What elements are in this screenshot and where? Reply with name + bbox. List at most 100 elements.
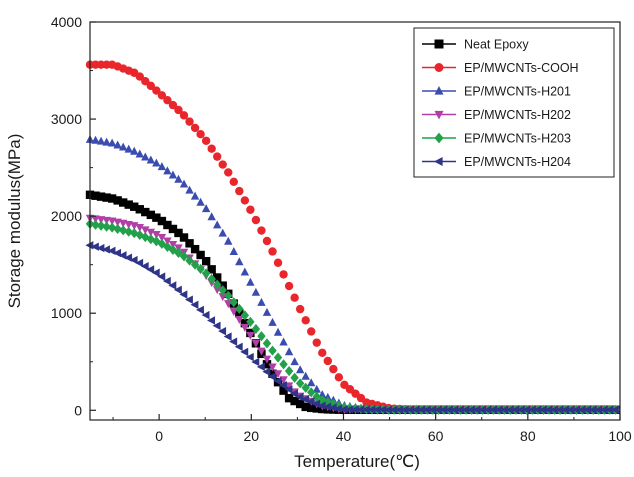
data-point <box>135 258 144 268</box>
data-point <box>262 236 272 246</box>
data-point <box>146 81 156 91</box>
data-point <box>555 405 564 415</box>
data-point <box>213 152 222 161</box>
legend-item: EP/MWCNTs-COOH <box>422 61 579 75</box>
legend-item: EP/MWCNTs-H203 <box>422 132 571 146</box>
data-point <box>356 405 365 414</box>
data-point <box>224 236 233 245</box>
data-point <box>141 226 150 235</box>
legend-marker <box>434 39 444 49</box>
data-point <box>96 136 106 145</box>
data-point <box>179 233 189 242</box>
data-point <box>130 146 139 155</box>
series-5 <box>85 241 619 415</box>
data-point <box>196 130 205 139</box>
legend-marker <box>434 86 444 95</box>
data-point <box>301 402 310 412</box>
data-point <box>135 72 144 81</box>
legend-marker <box>434 110 444 120</box>
data-point <box>378 405 387 414</box>
data-point <box>422 405 431 415</box>
data-point <box>124 200 133 209</box>
data-point <box>406 405 415 415</box>
data-point <box>522 405 531 415</box>
data-point <box>268 247 277 256</box>
data-point <box>577 405 586 415</box>
data-point <box>295 378 305 389</box>
data-point <box>345 405 354 414</box>
data-point <box>141 77 150 86</box>
data-point <box>273 370 283 379</box>
data-point <box>307 327 316 336</box>
data-point <box>240 347 249 357</box>
data-point <box>312 404 321 413</box>
data-point <box>213 279 222 290</box>
data-point <box>207 273 216 285</box>
data-point <box>246 205 255 214</box>
y-axis-label: Storage modulus(MPa) <box>5 134 24 309</box>
data-point <box>190 244 200 254</box>
data-point <box>444 405 453 415</box>
data-point <box>251 339 261 348</box>
data-point <box>527 405 536 415</box>
data-point <box>218 160 227 169</box>
data-point <box>124 144 133 153</box>
data-point <box>146 155 156 164</box>
data-point <box>213 273 222 282</box>
legend-item: EP/MWCNTs-H204 <box>422 155 571 169</box>
data-point <box>284 281 294 291</box>
data-point <box>102 193 111 202</box>
x-tick-label: 60 <box>428 428 444 444</box>
data-point <box>201 256 211 266</box>
data-point <box>235 257 244 266</box>
data-point <box>279 386 288 395</box>
data-point <box>229 297 238 308</box>
data-point <box>284 382 294 391</box>
data-point <box>295 365 305 374</box>
data-point <box>317 401 326 410</box>
legend: Neat Epoxy EP/MWCNTs-COOH EP/MWCNTs-H201 EP… <box>413 27 615 178</box>
data-point <box>107 138 117 147</box>
data-point <box>256 362 265 372</box>
data-point <box>389 405 398 415</box>
data-point <box>257 347 266 356</box>
data-point <box>466 405 475 415</box>
x-tick-label: 0 <box>155 428 163 444</box>
data-point <box>218 285 227 296</box>
data-point <box>118 225 128 236</box>
data-point <box>301 382 310 393</box>
y-tick-label: 1000 <box>51 305 82 321</box>
data-point <box>511 405 520 415</box>
data-point <box>251 323 261 334</box>
data-point <box>318 348 327 358</box>
data-point <box>179 111 189 120</box>
data-point <box>439 405 448 415</box>
data-point <box>179 179 189 188</box>
legend-item: Neat Epoxy <box>422 38 529 52</box>
data-point <box>190 191 200 200</box>
data-point <box>190 123 200 133</box>
data-point <box>572 405 581 415</box>
data-point <box>195 305 204 315</box>
data-point <box>262 338 272 349</box>
data-point <box>301 371 310 380</box>
data-point <box>185 185 194 194</box>
data-point <box>339 405 348 414</box>
data-point <box>290 396 299 406</box>
data-point <box>162 276 171 286</box>
data-point <box>135 149 144 158</box>
legend-label: EP/MWCNTs-H201 <box>464 85 571 99</box>
data-point <box>583 405 592 415</box>
data-point <box>290 293 299 302</box>
data-point <box>196 197 205 206</box>
data-point <box>91 191 100 200</box>
data-point <box>428 405 437 415</box>
data-point <box>235 186 244 196</box>
series-0 <box>85 190 620 415</box>
data-point <box>207 144 216 153</box>
data-point <box>113 140 122 149</box>
data-point <box>124 226 133 237</box>
data-point <box>500 405 509 415</box>
data-point <box>246 316 255 327</box>
data-point <box>213 220 222 229</box>
